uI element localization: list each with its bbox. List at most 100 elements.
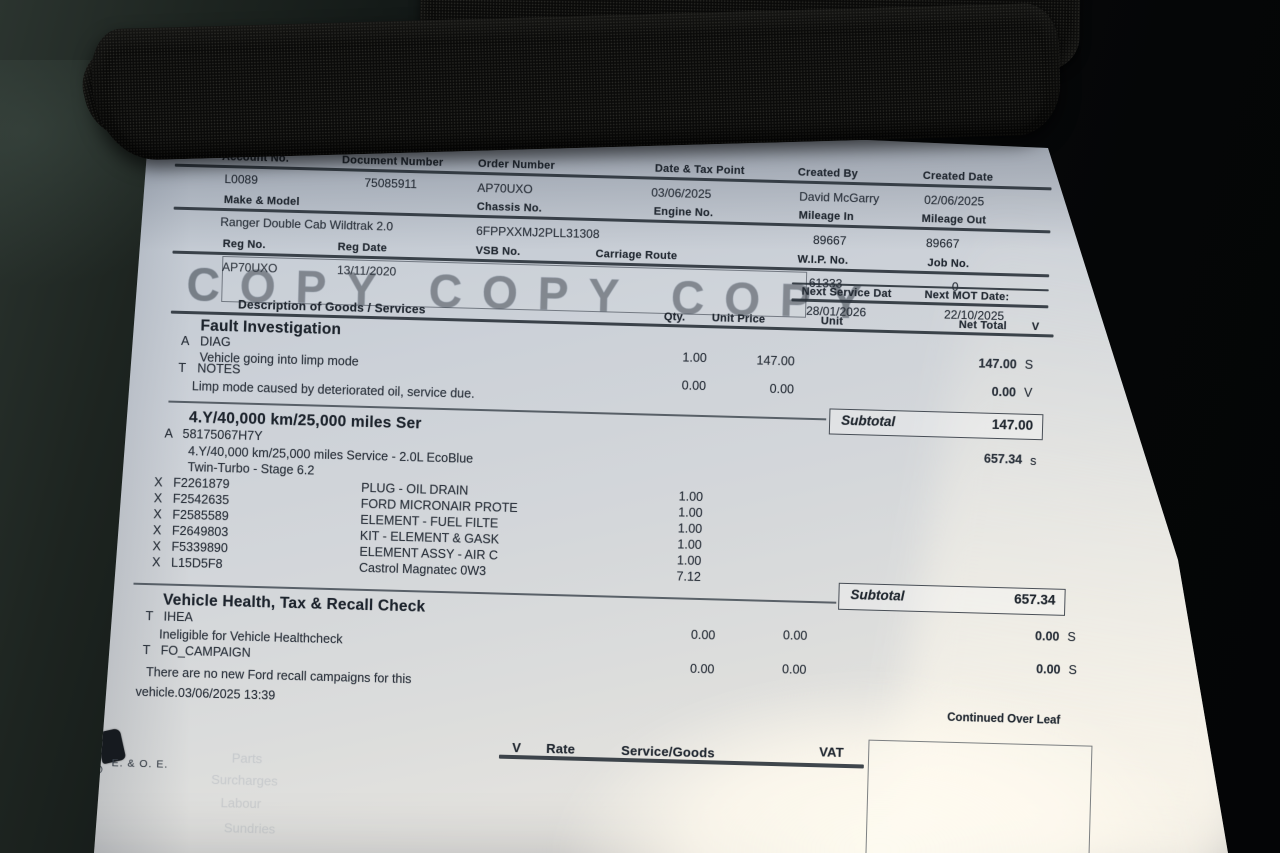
created-date-value: 02/06/2025 [923, 192, 985, 209]
date-tax-point-value: 03/06/2025 [651, 185, 712, 202]
part-row-code: F2585589 [172, 507, 229, 524]
s1-r2-code: NOTES [197, 361, 241, 377]
s1-subtotal-value: 147.00 [991, 416, 1034, 433]
created-by-value: David McGarry [799, 189, 880, 206]
vat-flag-col-header: V [1031, 320, 1040, 334]
created-by-label: Created By [797, 166, 859, 181]
part-row-desc: Castrol Magnatec 0W3 [358, 560, 487, 579]
s1-r2-flag: V [1023, 385, 1033, 400]
fabric-case-roll [90, 2, 1062, 162]
s2-desc2: Twin-Turbo - Stage 6.2 [187, 460, 315, 478]
s1-r1-qty: 1.00 [682, 350, 708, 366]
document-number-label: Document Number [341, 154, 444, 169]
part-row-code: F2649803 [171, 523, 229, 540]
make-model-value: Ranger Double Cab Wildtrak 2.0 [220, 214, 394, 234]
s3-r2-type: T [142, 642, 151, 658]
part-row-type: X [153, 491, 163, 506]
part-row-code: F2542635 [172, 491, 230, 508]
net-total-col-header: Net Total [958, 318, 1007, 333]
wip-no-label: W.I.P. No. [797, 253, 849, 267]
part-row-qty: 1.00 [677, 537, 702, 553]
s2-r1-type: A [164, 426, 174, 441]
s3-r2-net: 0.00 [1035, 662, 1061, 677]
part-row-desc: KIT - ELEMENT & GASK [359, 528, 500, 547]
vat-totals-box [864, 739, 1093, 853]
s2-r1-net: 657.34 [983, 451, 1023, 467]
eoe-text: E. & O. E. [111, 757, 169, 771]
section3-title: Vehicle Health, Tax & Recall Check [162, 591, 426, 616]
part-row-type: X [152, 539, 162, 554]
s1-r1-code: DIAG [199, 334, 231, 350]
unit-price-col-header: Unit Price [711, 312, 766, 326]
date-tax-point-label: Date & Tax Point [654, 162, 745, 178]
s3-r2-code: FO_CAMPAIGN [160, 643, 251, 660]
vsb-no-label: VSB No. [475, 244, 521, 259]
part-row-desc: ELEMENT - FUEL FILTE [360, 512, 499, 531]
s1-r2-net: 0.00 [991, 384, 1017, 400]
s3-r2-price: 0.00 [781, 662, 807, 677]
s1-r1-flag: S [1024, 357, 1034, 372]
part-row-type: X [152, 523, 162, 538]
part-row-qty: 1.00 [678, 505, 703, 521]
part-row-desc: PLUG - OIL DRAIN [360, 480, 469, 498]
reg-no-label: Reg No. [222, 237, 266, 252]
s1-r2-price: 0.00 [769, 381, 795, 397]
ghost-label: Parts [231, 750, 263, 767]
part-row-code: F2261879 [173, 475, 230, 492]
part-row-desc: ELEMENT ASSY - AIR C [359, 544, 499, 563]
order-number-value: AP70UXO [477, 180, 533, 197]
order-number-label: Order Number [477, 157, 556, 172]
s2-r1-code: 58175067H7Y [182, 426, 263, 444]
next-service-label: Next Service Dat [801, 285, 892, 301]
part-row-qty: 1.00 [678, 489, 704, 505]
s1-r1-price: 147.00 [756, 353, 795, 369]
part-row-qty: 1.00 [676, 553, 702, 569]
s1-r2-type: T [178, 360, 187, 376]
s1-r1-net: 147.00 [978, 356, 1017, 372]
job-no-label: Job No. [927, 257, 970, 271]
s3-r2-qty: 0.00 [689, 661, 715, 677]
engine-no-label: Engine No. [653, 205, 714, 220]
make-model-label: Make & Model [223, 193, 300, 209]
part-row-type: X [151, 555, 161, 570]
s3-r1-type: T [145, 609, 154, 624]
s2-r1-flag: s [1029, 453, 1037, 469]
vat-vat-header: VAT [819, 744, 845, 760]
s3-desc2: There are no new Ford recall campaigns f… [145, 665, 412, 687]
s1-r1-type: A [180, 333, 190, 349]
next-mot-label: Next MOT Date: [924, 288, 1010, 304]
s3-r1-code: IHEA [163, 609, 193, 625]
account-no-value: L0089 [224, 171, 259, 187]
qty-col-header: Qty. [663, 310, 686, 324]
s3-r1-price: 0.00 [782, 628, 808, 643]
header-rule-1 [174, 163, 1052, 190]
chassis-no-label: Chassis No. [476, 200, 543, 215]
unit-col-header: Unit [820, 315, 844, 328]
ghost-label: Sundries [223, 820, 276, 837]
vat-rate-header: Rate [545, 740, 576, 757]
continued-over-leaf: Continued Over Leaf [947, 711, 1061, 727]
created-date-label: Created Date [922, 169, 994, 184]
part-row-type: X [153, 507, 162, 522]
s1-subtotal-label: Subtotal [840, 412, 896, 430]
part-row-type: X [154, 475, 163, 490]
vat-v-header: V [512, 739, 522, 756]
s2-subtotal-label: Subtotal [850, 587, 905, 604]
ghost-label: Labour [220, 795, 262, 812]
chassis-no-value: 6FPPXXMJ2PLL31308 [475, 223, 600, 242]
part-row-desc: FORD MICRONAIR PROTE [360, 496, 518, 516]
s1-r2-qty: 0.00 [681, 378, 707, 394]
mileage-in-value: 89667 [812, 232, 847, 248]
mileage-out-label: Mileage Out [921, 212, 987, 227]
document-number-value: 75085911 [364, 175, 418, 192]
part-row-code: F5339890 [171, 539, 229, 556]
registered-trademark-icon [94, 764, 103, 774]
part-row-qty: 7.12 [676, 569, 702, 585]
mileage-out-value: 89667 [925, 235, 960, 251]
part-row-qty: 1.00 [677, 521, 703, 537]
mileage-in-label: Mileage In [798, 209, 855, 224]
s3-desc3: vehicle.03/06/2025 13:39 [135, 684, 276, 703]
s3-r1-qty: 0.00 [690, 627, 716, 643]
